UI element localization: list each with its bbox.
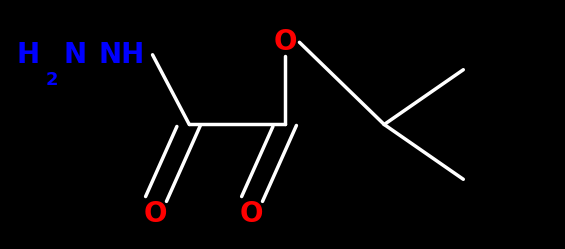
Text: O: O xyxy=(144,200,167,228)
Text: 2: 2 xyxy=(45,71,58,89)
Text: O: O xyxy=(273,28,297,56)
Text: N: N xyxy=(64,41,87,69)
Text: H: H xyxy=(16,41,40,69)
Text: O: O xyxy=(240,200,263,228)
Text: NH: NH xyxy=(98,41,145,69)
